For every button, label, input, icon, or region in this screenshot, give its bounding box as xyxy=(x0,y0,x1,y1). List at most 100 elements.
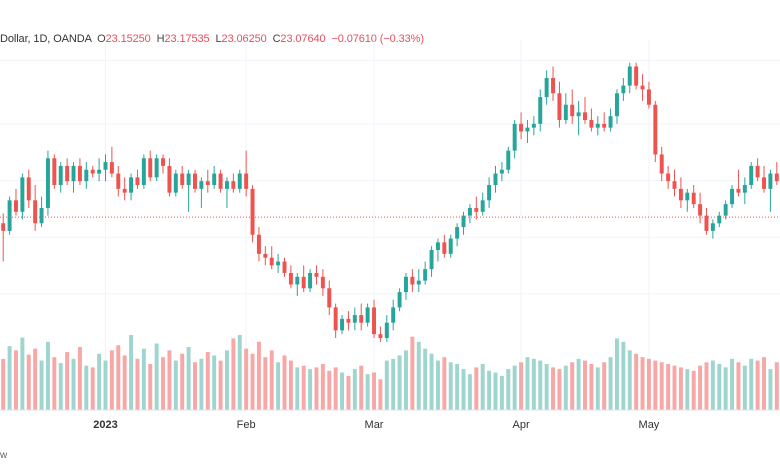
candle xyxy=(52,154,57,189)
volume-bar xyxy=(742,365,747,410)
candle xyxy=(429,246,434,277)
candle xyxy=(39,196,44,228)
volume-bar xyxy=(435,360,440,410)
candle xyxy=(308,269,313,293)
volume-bar xyxy=(429,353,434,410)
volume-bar xyxy=(109,350,114,410)
volume-bar xyxy=(640,357,645,410)
candle-body xyxy=(583,112,587,121)
volume-bar xyxy=(135,358,140,410)
candle xyxy=(218,169,223,193)
volume-bar xyxy=(423,348,428,410)
volume-bar xyxy=(320,363,325,410)
volume-bar xyxy=(755,360,760,410)
candle xyxy=(135,169,140,189)
candle xyxy=(193,169,197,193)
volume-bar xyxy=(583,360,587,410)
volume-layer xyxy=(1,335,779,410)
volume-bar xyxy=(461,369,466,410)
close-label: C xyxy=(272,33,281,45)
candle xyxy=(749,162,754,189)
candle-body xyxy=(129,177,134,193)
volume-bar xyxy=(71,358,76,410)
open-value: 23.15250 xyxy=(105,33,151,45)
candle xyxy=(646,81,651,109)
candle-body xyxy=(710,223,715,231)
candle-body xyxy=(474,207,479,212)
candle-body xyxy=(576,112,581,117)
volume-bar xyxy=(90,367,95,410)
candle-body xyxy=(237,173,242,189)
x-tick-label: May xyxy=(639,419,660,431)
high-label: H xyxy=(156,33,165,45)
volume-bar xyxy=(199,358,204,410)
volume-bar xyxy=(263,357,268,410)
candle-body xyxy=(519,123,524,132)
volume-bar xyxy=(698,365,703,410)
candle-body xyxy=(77,165,82,182)
candle xyxy=(212,165,217,189)
volume-bar xyxy=(589,363,594,410)
candle-body xyxy=(135,177,140,186)
volume-bar xyxy=(103,360,108,410)
candle xyxy=(237,169,242,193)
volume-bar xyxy=(116,345,121,410)
candle-body xyxy=(448,238,453,254)
candle xyxy=(205,169,210,193)
candle-body xyxy=(557,93,562,121)
candle-body xyxy=(672,181,677,189)
candle-body xyxy=(621,85,626,94)
volume-bar xyxy=(455,363,460,410)
symbol-label: Dollar, 1D, OANDA xyxy=(0,33,92,45)
candle xyxy=(129,173,134,201)
candle-body xyxy=(410,276,415,285)
volume-bar xyxy=(506,369,511,410)
volume-bar xyxy=(141,348,146,410)
volume-bar xyxy=(359,365,364,410)
candle-body xyxy=(314,272,319,277)
candle-body xyxy=(180,173,185,186)
x-axis-background xyxy=(0,410,780,470)
candle-body xyxy=(14,200,18,212)
candle-body xyxy=(499,169,504,174)
candle xyxy=(538,89,543,132)
volume-bar xyxy=(20,337,25,410)
candle-body xyxy=(103,162,108,170)
candle-body xyxy=(256,234,261,254)
volume-bar xyxy=(634,353,639,410)
candle-body xyxy=(193,173,197,189)
candle-body xyxy=(595,123,600,128)
candle xyxy=(314,265,319,285)
candle xyxy=(77,158,82,186)
candle-body xyxy=(365,307,370,323)
candle-body xyxy=(276,261,281,266)
close-value: 23.07640 xyxy=(280,33,326,45)
candle-body xyxy=(774,173,779,182)
candle xyxy=(461,211,466,235)
volume-bar xyxy=(180,353,185,410)
candle-body xyxy=(423,269,428,281)
candle-body xyxy=(116,173,121,189)
volume-bar xyxy=(448,362,453,410)
volume-bar xyxy=(704,362,709,410)
candle xyxy=(71,162,76,193)
candle-body xyxy=(97,169,102,174)
candle-body xyxy=(493,173,498,186)
candle-body xyxy=(717,215,722,224)
candle-body xyxy=(288,272,293,285)
candle-body xyxy=(90,169,95,174)
volume-bar xyxy=(774,362,779,410)
candle xyxy=(742,177,747,205)
candle xyxy=(58,162,63,193)
candle-body xyxy=(397,292,402,308)
candle xyxy=(640,74,645,101)
volume-bar xyxy=(646,358,651,410)
volume-bar xyxy=(512,365,517,410)
candle-body xyxy=(749,165,754,186)
candle xyxy=(404,272,408,300)
volume-bar xyxy=(314,367,319,410)
candle-body xyxy=(525,127,530,132)
candle xyxy=(167,158,172,197)
candle-body xyxy=(231,181,236,189)
